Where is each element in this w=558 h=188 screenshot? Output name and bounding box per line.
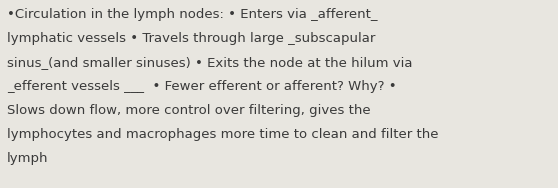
Text: sinus_(and smaller sinuses) • Exits the node at the hilum via: sinus_(and smaller sinuses) • Exits the … xyxy=(7,56,412,69)
Text: •Circulation in the lymph nodes: • Enters via _afferent_: •Circulation in the lymph nodes: • Enter… xyxy=(7,8,378,21)
Text: lymph: lymph xyxy=(7,152,49,165)
Text: _efferent vessels ___  • Fewer efferent or afferent? Why? •: _efferent vessels ___ • Fewer efferent o… xyxy=(7,80,397,93)
Text: lymphocytes and macrophages more time to clean and filter the: lymphocytes and macrophages more time to… xyxy=(7,128,439,141)
Text: Slows down flow, more control over filtering, gives the: Slows down flow, more control over filte… xyxy=(7,104,371,117)
Text: lymphatic vessels • Travels through large _subscapular: lymphatic vessels • Travels through larg… xyxy=(7,32,376,45)
